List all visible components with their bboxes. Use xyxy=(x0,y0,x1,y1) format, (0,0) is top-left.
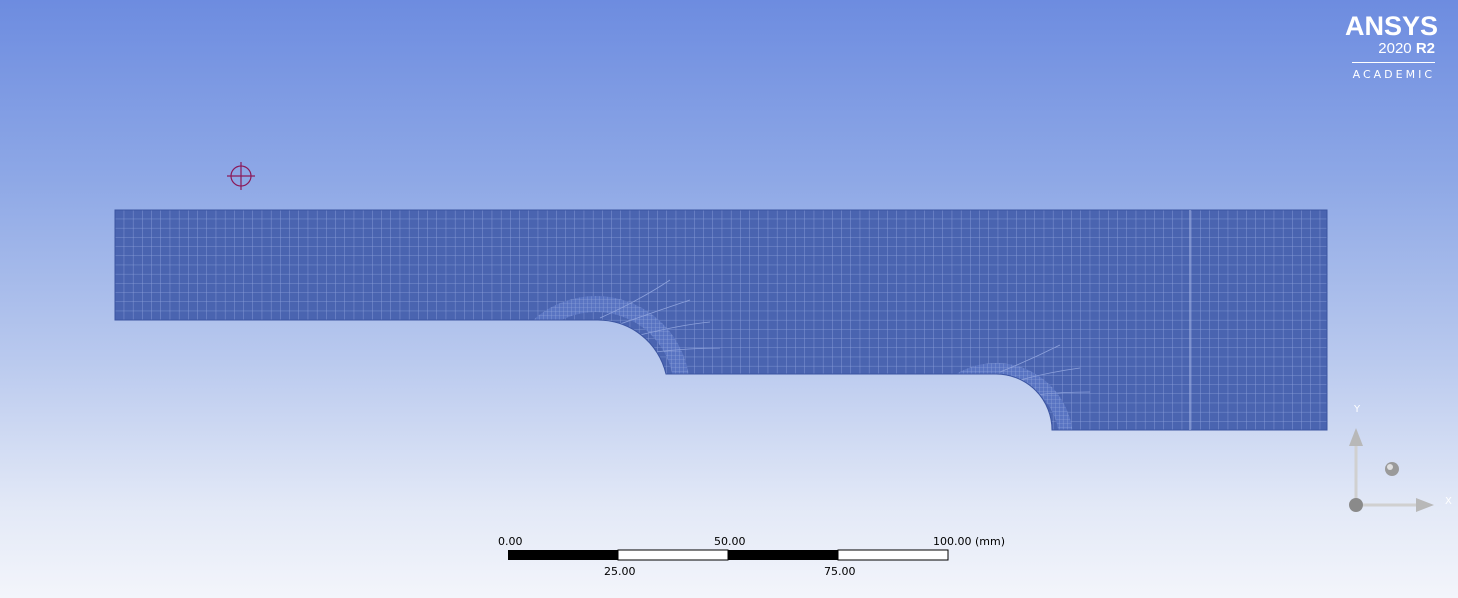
logo-divider xyxy=(1352,62,1435,63)
logo-version: 2020 R2 xyxy=(1345,40,1435,57)
scale-label-0: 0.00 xyxy=(498,535,523,548)
ansys-logo: ANSYS 2020 R2 ACADEMIC xyxy=(1345,11,1439,81)
scale-segment-1 xyxy=(508,550,618,560)
triad-x-label: X xyxy=(1445,496,1452,507)
scale-bar xyxy=(508,549,949,561)
scale-segment-4 xyxy=(837,549,949,561)
logo-release: R2 xyxy=(1415,40,1435,57)
mesh-body[interactable] xyxy=(114,209,1328,510)
logo-version-year: 2020 xyxy=(1378,40,1412,57)
logo-brand: ANSYS xyxy=(1345,11,1439,41)
logo-edition: ACADEMIC xyxy=(1352,68,1435,81)
scale-label-25: 25.00 xyxy=(604,565,636,578)
scale-segment-3 xyxy=(728,550,838,560)
crosshair-icon[interactable] xyxy=(227,162,255,190)
scale-label-100: 100.00 (mm) xyxy=(933,535,1005,548)
axis-triad-icon[interactable] xyxy=(1349,428,1434,512)
scale-label-75: 75.00 xyxy=(824,565,856,578)
triad-y-label: Y xyxy=(1354,404,1361,415)
scale-segment-2 xyxy=(617,549,729,561)
mesh-boundary xyxy=(114,209,1328,431)
scale-label-50: 50.00 xyxy=(714,535,746,548)
